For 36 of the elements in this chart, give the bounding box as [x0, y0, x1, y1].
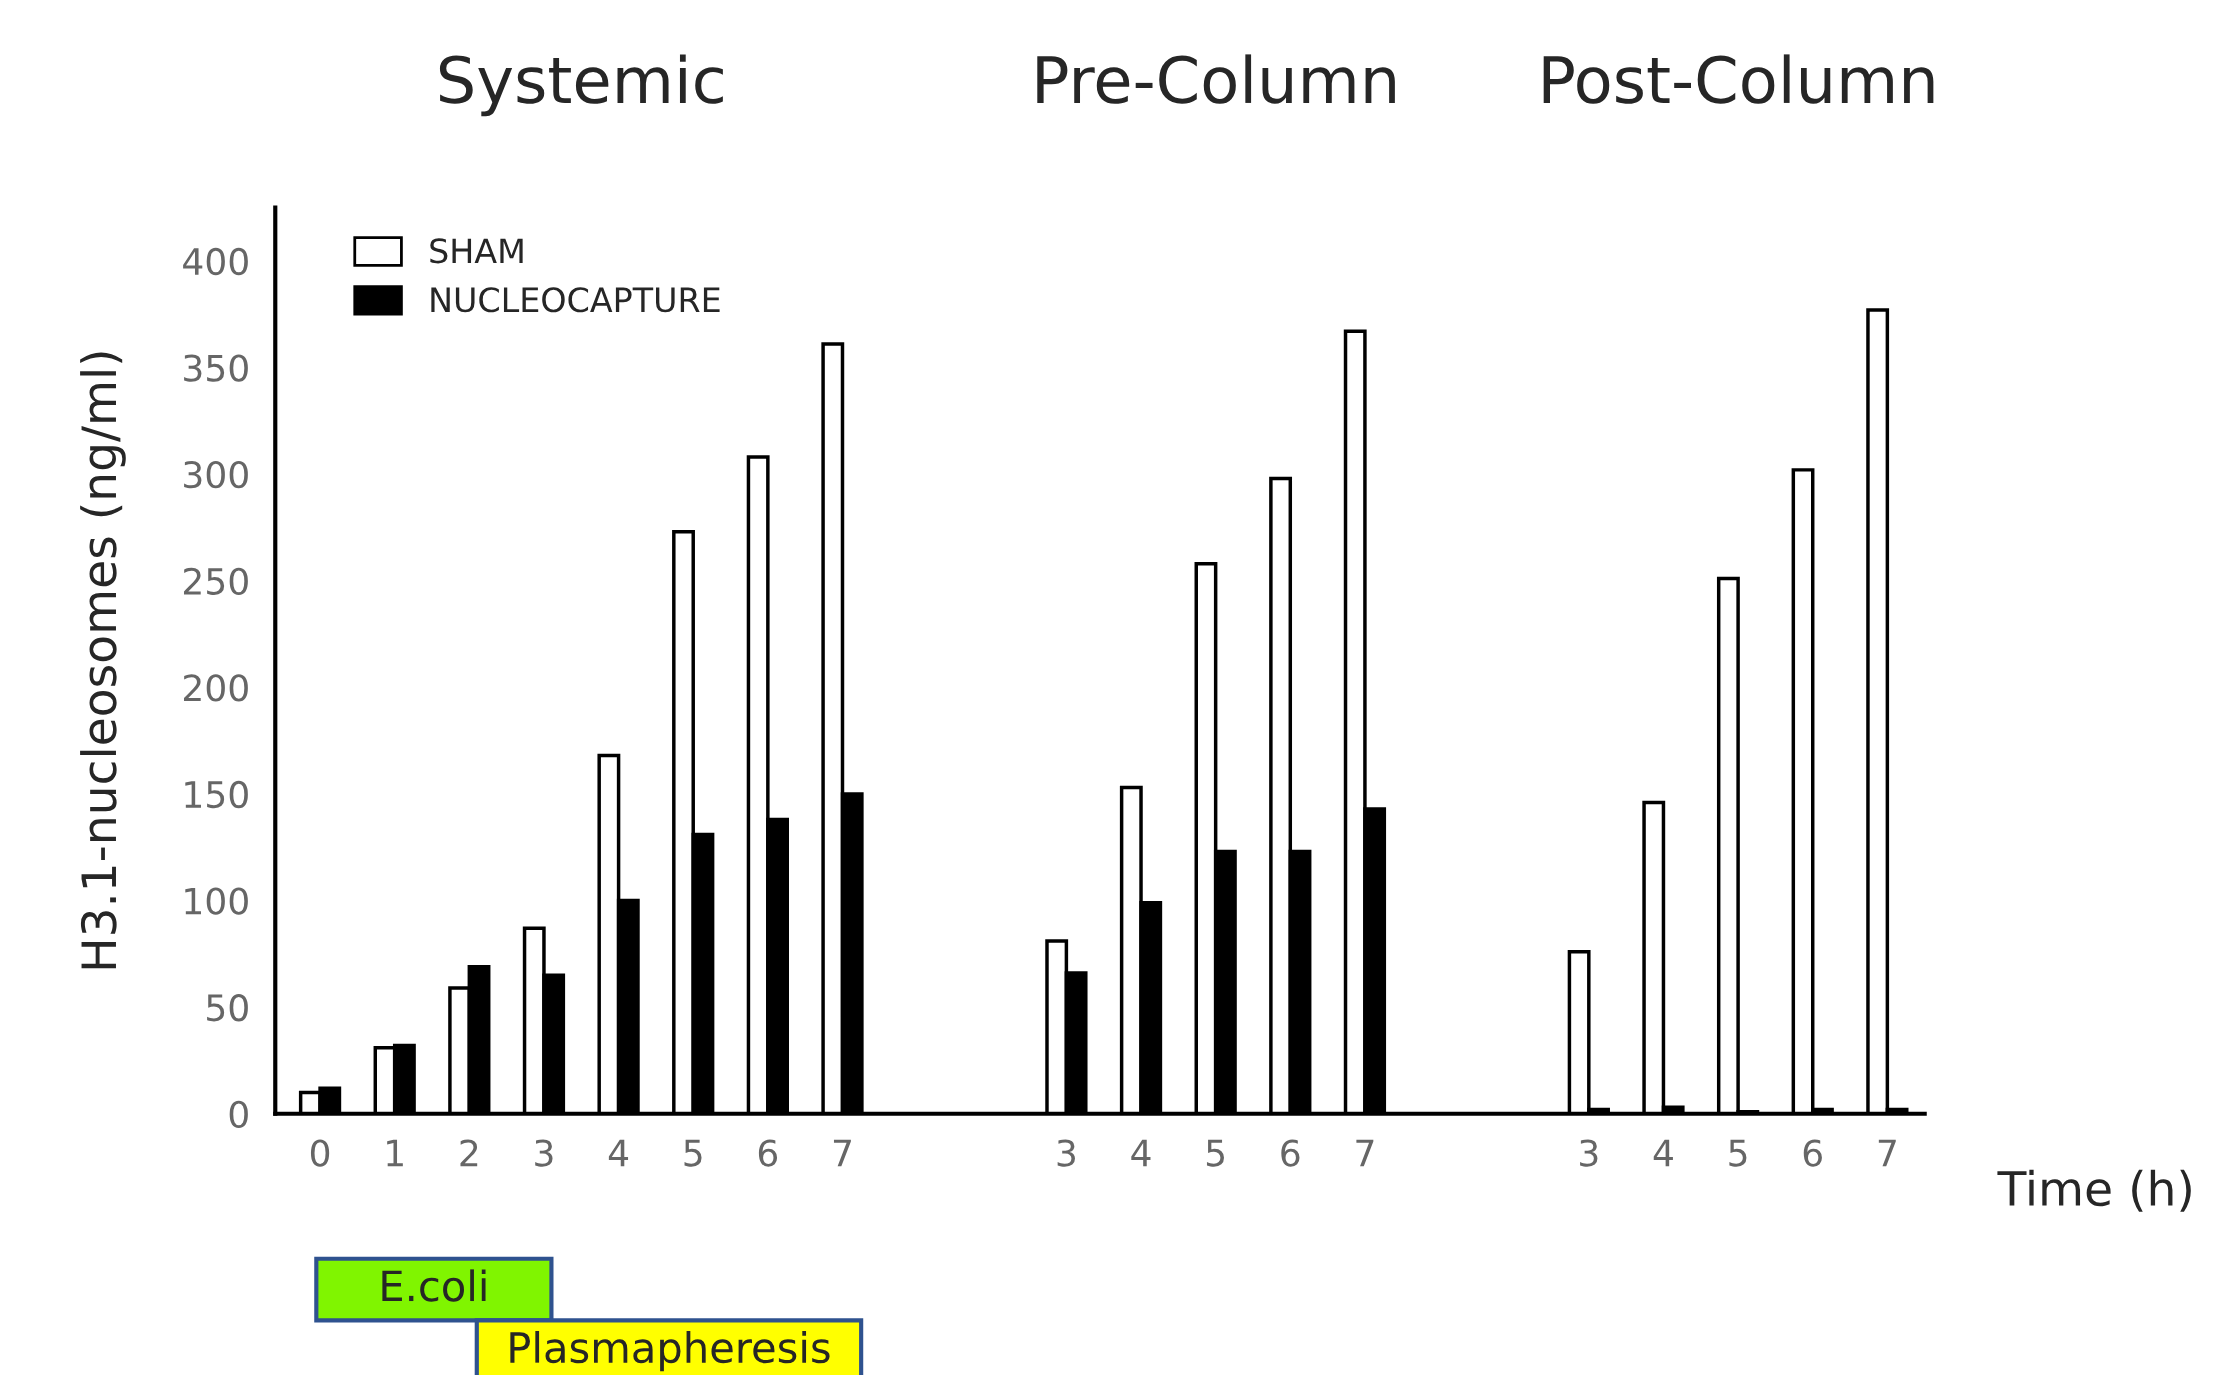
x-axis-title: Time (h)	[1997, 1169, 2191, 1212]
y-tick-label: 200	[183, 674, 248, 702]
y-tick-label: 300	[184, 461, 248, 489]
text: E.coli	[382, 1269, 486, 1302]
x-tick-label: 7	[833, 1139, 851, 1167]
x-tick-label: 0	[310, 1139, 330, 1167]
y-tick-label: 400	[183, 247, 248, 276]
x-tick-label: 1	[387, 1139, 403, 1167]
y-tick-label: 250	[183, 567, 248, 595]
y-tick-label: 150	[185, 780, 248, 809]
legend-label: NUCLEOCAPTURE	[431, 287, 720, 313]
y-tick-label: 50	[207, 994, 248, 1022]
text: Plasmapheresis	[510, 1330, 830, 1372]
x-tick-label: 5	[1729, 1139, 1747, 1167]
x-tick-label: 6	[758, 1139, 778, 1167]
text: Pre-Column	[1037, 54, 1395, 104]
legend-label: SHAM	[430, 238, 523, 264]
x-tick-label: 6	[1281, 1139, 1300, 1167]
x-tick-label: 2	[460, 1139, 478, 1167]
x-tick-label: 7	[1356, 1139, 1374, 1167]
y-tick-label: 0	[229, 1100, 248, 1128]
x-tick-label: 5	[684, 1139, 702, 1167]
x-tick-label: 7	[1878, 1139, 1896, 1167]
x-tick-label: 3	[1580, 1139, 1598, 1167]
x-tick-label: 4	[1653, 1139, 1673, 1167]
x-tick-label: 5	[1206, 1139, 1224, 1167]
x-tick-label: 6	[1803, 1139, 1822, 1167]
y-tick-label: 350	[184, 354, 248, 382]
x-tick-label: 3	[535, 1139, 553, 1167]
x-tick-label: 4	[1131, 1139, 1151, 1167]
text: Post-Column	[1543, 54, 1934, 104]
y-tick-label: 100	[185, 887, 248, 915]
x-tick-label: 4	[608, 1139, 629, 1167]
x-tick-label: 3	[1057, 1139, 1075, 1167]
text: Systemic	[439, 54, 723, 117]
y-axis-title: H3.1-nucleosomes (ng/ml)	[80, 352, 126, 969]
